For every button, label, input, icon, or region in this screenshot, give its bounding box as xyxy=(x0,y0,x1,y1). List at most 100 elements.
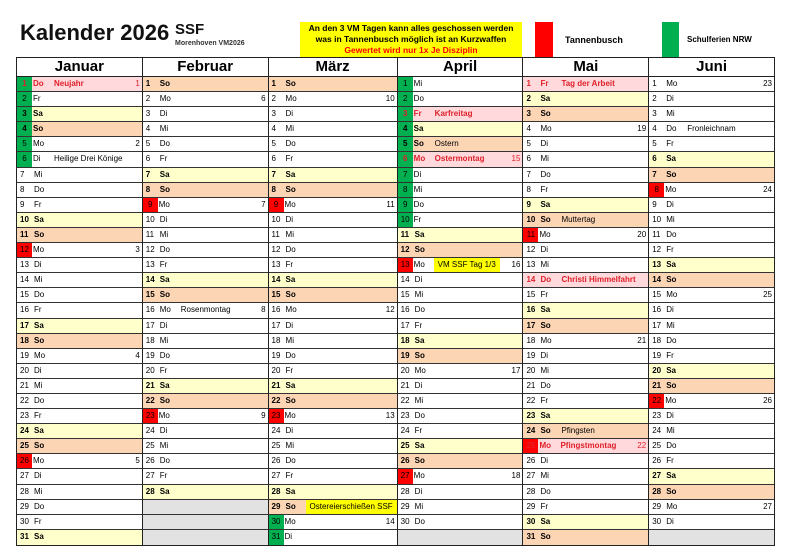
day-row[interactable]: 28 Sa xyxy=(268,484,397,500)
day-row[interactable]: 11 Mi xyxy=(268,228,397,244)
day-row[interactable]: 28 Do xyxy=(523,485,649,500)
day-row[interactable]: 12 Mo 3 xyxy=(17,243,142,259)
day-row[interactable]: 23 Mo 13 xyxy=(268,409,397,425)
day-row[interactable]: 17 Di xyxy=(268,319,397,334)
day-row[interactable]: 2 Fr xyxy=(17,92,142,108)
day-row[interactable]: 12 Fr xyxy=(649,243,774,259)
day-row[interactable]: 18 Do xyxy=(649,334,774,349)
day-row[interactable]: 26 Mo 5 xyxy=(17,454,142,470)
day-row[interactable]: 14 Mi xyxy=(17,273,142,289)
day-row[interactable]: 5 So Ostern xyxy=(397,137,523,153)
day-row[interactable]: 7 Sa xyxy=(142,167,268,183)
day-row[interactable]: 27 Sa xyxy=(649,469,774,485)
day-row[interactable]: 19 Do xyxy=(142,349,268,364)
day-row[interactable]: 6 Mi xyxy=(523,152,649,168)
day-row[interactable]: 13 Di xyxy=(17,258,142,274)
day-row[interactable]: 23 Sa xyxy=(523,409,649,425)
day-row[interactable]: 16 Di xyxy=(649,303,774,319)
day-row[interactable]: 18 Mo 21 xyxy=(523,334,649,349)
day-row[interactable]: 5 Fr xyxy=(649,137,774,153)
day-row[interactable]: 30 Sa xyxy=(523,514,649,530)
day-row[interactable]: 27 Fr xyxy=(268,469,397,485)
day-row[interactable]: 13 Fr xyxy=(142,258,268,274)
day-row[interactable]: 24 Fr xyxy=(397,424,523,440)
day-row[interactable]: 16 Mo 12 xyxy=(268,303,397,319)
day-row[interactable]: 13 Mi xyxy=(523,258,649,274)
day-row[interactable]: 16 Sa xyxy=(523,303,649,319)
day-row[interactable]: 27 Di xyxy=(17,469,142,485)
day-row[interactable]: 28 Mi xyxy=(17,485,142,500)
day-row[interactable]: 7 Sa xyxy=(268,167,397,183)
day-row[interactable]: 8 Mo 24 xyxy=(649,182,774,198)
day-row[interactable]: 4 Mo 19 xyxy=(523,122,649,138)
day-row[interactable]: 11 Mi xyxy=(142,228,268,244)
day-row[interactable]: 28 Sa xyxy=(142,484,268,500)
day-row[interactable]: 6 Fr xyxy=(142,152,268,168)
day-row[interactable]: 25 So xyxy=(17,439,142,455)
day-row[interactable]: 6 Sa xyxy=(649,152,774,168)
day-row[interactable]: 15 Do xyxy=(17,288,142,304)
day-row[interactable]: 8 Mi xyxy=(397,182,523,198)
day-row[interactable]: 13 Fr xyxy=(268,258,397,274)
day-row[interactable]: 16 Do xyxy=(397,303,523,319)
day-row[interactable]: 4 Mi xyxy=(268,122,397,138)
day-row[interactable]: 29 Do xyxy=(17,500,142,515)
day-row[interactable]: 1 So xyxy=(268,77,397,93)
day-row[interactable]: 24 Di xyxy=(142,424,268,440)
day-row[interactable]: 3 So xyxy=(523,107,649,123)
day-row[interactable]: 10 Di xyxy=(142,213,268,228)
day-row[interactable]: 9 Mo 7 xyxy=(142,197,268,213)
day-row[interactable]: 20 Fr xyxy=(268,364,397,379)
day-row[interactable]: 7 Di xyxy=(397,167,523,183)
day-row[interactable]: 22 Do xyxy=(17,394,142,410)
day-row[interactable]: 29 Mi xyxy=(397,500,523,515)
day-row[interactable]: 22 Mo 26 xyxy=(649,393,774,410)
day-row[interactable]: 28 So xyxy=(649,484,774,500)
day-row[interactable]: 20 Mo 17 xyxy=(397,364,523,379)
day-row[interactable]: 25 Mo Pfingstmontag 22 xyxy=(523,439,649,455)
day-row[interactable]: 19 Do xyxy=(268,349,397,364)
day-row[interactable]: 31 So xyxy=(523,529,649,545)
day-row[interactable]: 6 Di Heilige Drei Könige xyxy=(17,152,142,168)
day-row[interactable]: 19 Mo 4 xyxy=(17,349,142,364)
day-row[interactable]: 5 Mo 2 xyxy=(17,137,142,153)
day-row[interactable]: 27 Fr xyxy=(142,469,268,485)
day-row[interactable]: 3 Di xyxy=(142,107,268,123)
day-row[interactable]: 24 Di xyxy=(268,424,397,440)
day-row[interactable]: 19 Fr xyxy=(649,349,774,364)
day-row[interactable]: 31 Di xyxy=(268,529,397,545)
day-row[interactable]: 23 Mo 9 xyxy=(142,409,268,425)
day-row[interactable]: 9 Di xyxy=(649,198,774,213)
day-row[interactable]: 17 Mi xyxy=(649,319,774,334)
day-row[interactable]: 18 So xyxy=(17,333,142,349)
day-row[interactable]: 1 Mi xyxy=(397,77,523,93)
day-row[interactable]: 2 Mo 6 xyxy=(142,92,268,108)
day-row[interactable]: 26 Fr xyxy=(649,454,774,470)
day-row[interactable]: 8 Fr xyxy=(523,183,649,198)
day-row[interactable]: 26 Di xyxy=(523,454,649,470)
day-row[interactable]: 10 Fr xyxy=(397,212,523,228)
day-row[interactable]: 20 Mi xyxy=(523,364,649,379)
day-row[interactable]: 26 Do xyxy=(268,454,397,470)
day-row[interactable]: 22 Mi xyxy=(397,394,523,410)
day-row[interactable]: 25 Mi xyxy=(142,439,268,455)
day-row[interactable]: 4 So xyxy=(17,122,142,138)
day-row[interactable]: 29 Mo 27 xyxy=(649,500,774,515)
day-row[interactable]: 12 Do xyxy=(142,243,268,259)
day-row[interactable]: 19 Di xyxy=(523,349,649,364)
day-row[interactable]: 21 Mi xyxy=(17,379,142,394)
day-row[interactable]: 22 So xyxy=(142,393,268,410)
day-row[interactable]: 21 Sa xyxy=(268,378,397,394)
day-row[interactable]: 10 Di xyxy=(268,213,397,228)
day-row[interactable]: 10 Mi xyxy=(649,213,774,228)
day-row[interactable]: 6 Fr xyxy=(268,152,397,168)
day-row[interactable]: 12 So xyxy=(397,243,523,259)
day-row[interactable]: 17 So xyxy=(523,318,649,334)
day-row[interactable]: 20 Sa xyxy=(649,363,774,379)
day-row[interactable]: 16 Fr xyxy=(17,303,142,319)
day-row[interactable]: 10 Sa xyxy=(17,212,142,228)
day-row[interactable]: 18 Mi xyxy=(268,334,397,349)
day-row[interactable]: 24 So Pfingsten xyxy=(523,424,649,440)
day-row[interactable]: 28 Di xyxy=(397,485,523,500)
day-row[interactable]: 9 Mo 11 xyxy=(268,197,397,213)
